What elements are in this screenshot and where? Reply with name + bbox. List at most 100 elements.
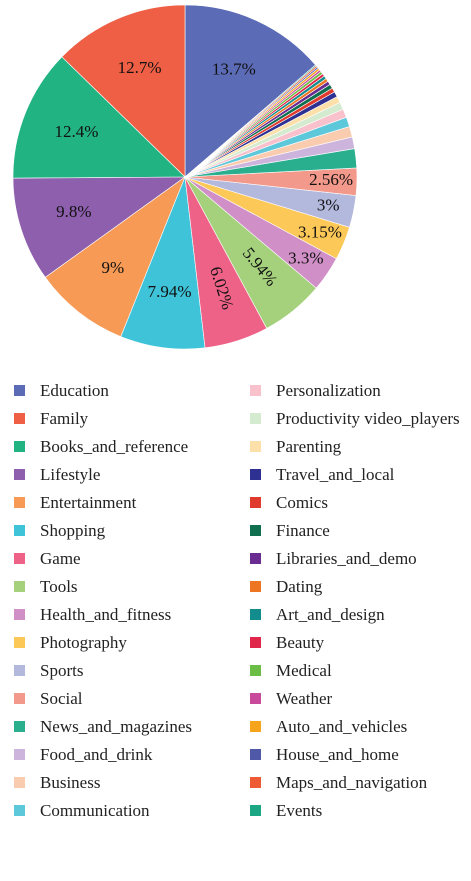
legend-swatch [250,637,261,648]
legend-item: Productivity video_players [250,407,466,430]
legend-label: Family [40,409,89,428]
data-label: 3.3% [288,248,323,267]
legend-item: Books_and_reference [14,435,230,458]
legend-item: Travel_and_local [250,463,466,486]
pie-slice [61,4,186,178]
legend-item: Libraries_and_demo [250,547,466,570]
legend-item: Finance [250,519,466,542]
legend-swatch [14,497,25,508]
legend-item: Tools [14,575,230,598]
legend-label: Tools [40,577,78,596]
legend-swatch [14,441,25,452]
legend-swatch [250,469,261,480]
legend-label: Beauty [276,633,325,652]
legend-swatch [250,441,261,452]
legend-label: Business [40,773,101,792]
legend-label: Photography [40,633,127,652]
pie-slice [184,4,316,178]
legend-item: Social [14,687,230,710]
pie-chart: 13.7%12.7%12.4%9.8%9%7.94% 6.02% 5.94% 3.3%… [12,4,358,350]
legend-label: Food_and_drink [40,745,153,764]
legend-label: Maps_and_navigation [276,773,428,792]
legend-swatch [14,777,25,788]
legend-item: Art_and_design [250,603,466,626]
legend-label: Education [40,381,109,400]
legend-swatch [14,805,25,816]
legend-item: Sports [14,659,230,682]
legend-label: Health_and_fitness [40,605,172,624]
legend-swatch [250,777,261,788]
legend-label: Comics [276,493,328,512]
legend-label: Productivity video_players [276,409,460,428]
legend-swatch [14,525,25,536]
pie-slice [184,64,317,178]
data-label: 3.15% [298,222,342,241]
legend-label: Sports [40,661,84,680]
legend-swatch [250,385,261,396]
legend-item: Maps_and_navigation [250,771,466,794]
legend-label: Parenting [276,437,342,456]
legend-item: House_and_home [250,743,466,766]
legend-swatch [14,469,25,480]
legend-item: Education [14,379,230,402]
legend: Education Family Books_and_reference Lifest… [14,379,230,827]
legend-label: Events [276,801,323,820]
legend-swatch [14,413,25,424]
legend-swatch [250,525,261,536]
legend-swatch [250,805,261,816]
legend-swatch [250,413,261,424]
legend-swatch [14,609,25,620]
legend-item: Dating [250,575,466,598]
legend-item: Auto_and_vehicles [250,715,466,738]
legend: Personalization Productivity video_player… [250,379,466,827]
legend-label: House_and_home [276,745,399,764]
legend-item: Food_and_drink [14,743,230,766]
legend-label: News_and_magazines [40,717,193,736]
legend-label: Social [40,689,83,708]
legend-swatch [250,581,261,592]
legend-swatch [14,749,25,760]
legend-label: Shopping [40,521,106,540]
data-label: 13.7% [212,60,256,79]
data-label: 2.56% [309,170,353,189]
legend-label: Finance [276,521,330,540]
legend-swatch [14,553,25,564]
data-label: 12.7% [118,58,162,77]
legend-label: Weather [276,689,333,708]
legend-swatch [250,497,261,508]
legend-item: Events [250,799,466,822]
legend-label: Dating [276,577,323,596]
legend-item: Comics [250,491,466,514]
legend-item: Game [14,547,230,570]
legend-item: Beauty [250,631,466,654]
legend-label: Game [40,549,81,568]
pie-slice [12,56,186,179]
legend-item: Medical [250,659,466,682]
legend-swatch [14,385,25,396]
legend-swatch [14,581,25,592]
legend-swatch [250,665,261,676]
legend-swatch [14,637,25,648]
legend-swatch [14,665,25,676]
legend-swatch [250,609,261,620]
legend-item: Business [14,771,230,794]
legend-item: Communication [14,799,230,822]
legend-label: Personalization [276,381,381,400]
legend-label: Books_and_reference [40,437,189,456]
data-label: 9.8% [56,202,91,221]
pie-slice [12,176,186,278]
legend-label: Communication [40,801,150,820]
data-label: 7.94% [148,282,192,301]
legend-label: Entertainment [40,493,137,512]
legend-swatch [250,721,261,732]
legend-label: Travel_and_local [276,465,395,484]
legend-item: Shopping [14,519,230,542]
legend-swatch [250,553,261,564]
legend-item: Family [14,407,230,430]
legend-item: Lifestyle [14,463,230,486]
legend-label: Auto_and_vehicles [276,717,408,736]
legend-item: Parenting [250,435,466,458]
legend-label: Art_and_design [276,605,385,624]
legend-swatch [14,721,25,732]
